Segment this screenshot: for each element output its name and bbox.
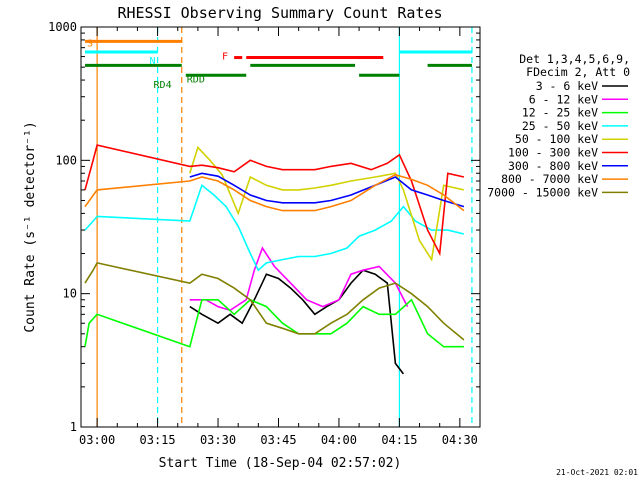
- date-stamp: 21-Oct-2021 02:01: [556, 468, 638, 477]
- legend-entry-3: 12 - 25 keV: [522, 106, 598, 120]
- x-tick-label: 04:00: [321, 433, 357, 447]
- series-line-4: [84, 183, 465, 272]
- y-tick-label: 10: [63, 287, 77, 301]
- y-tick-label: 1: [70, 420, 77, 434]
- flag-label-rdd: RDD: [187, 74, 205, 85]
- x-tick-label: 03:15: [140, 433, 176, 447]
- series-line-7: [189, 172, 465, 208]
- legend-entry-2: 6 - 12 keV: [529, 92, 598, 106]
- y-axis-label: Count Rate (s⁻¹ detector⁻¹): [23, 121, 38, 332]
- series-line-1: [189, 269, 405, 375]
- series-line-6: [84, 144, 465, 257]
- x-tick-label: 04:30: [442, 433, 478, 447]
- legend-entry-1: 3 - 6 keV: [536, 79, 598, 93]
- flag-label-n: N: [150, 56, 156, 67]
- legend-entry-5: 50 - 100 keV: [515, 132, 598, 146]
- x-tick-label: 03:00: [79, 433, 115, 447]
- legend-header-line: Det 1,3,4,5,6,9,: [519, 52, 630, 66]
- legend-header-line: FDecim 2, Att 0: [526, 65, 630, 79]
- plot-frame: [80, 26, 481, 428]
- x-axis-label: Start Time (18-Sep-04 02:57:02): [159, 456, 402, 471]
- legend-entry-6: 100 - 300 keV: [508, 146, 598, 160]
- series-line-8: [84, 173, 465, 212]
- x-tick-label: 03:30: [200, 433, 236, 447]
- x-tick-label: 03:45: [260, 433, 296, 447]
- chart-title: RHESSI Observing Summary Count Rates: [117, 4, 442, 22]
- legend-entry-4: 25 - 50 keV: [522, 119, 598, 133]
- legend-entry-7: 300 - 800 keV: [508, 159, 598, 173]
- series-line-5: [189, 145, 465, 262]
- y-tick-label: 100: [55, 153, 77, 167]
- series-line-3: [84, 298, 464, 348]
- flag-label-f: F: [222, 52, 228, 63]
- series-line-2: [189, 246, 409, 312]
- legend-entry-9: 7000 - 15000 keV: [487, 185, 598, 199]
- flag-label-rd4: RD4: [154, 80, 172, 91]
- y-tick-label: 1000: [48, 20, 77, 34]
- legend-entry-8: 800 - 7000 keV: [501, 172, 598, 186]
- flag-label-s: S: [87, 38, 93, 49]
- x-tick-label: 04:15: [381, 433, 417, 447]
- series-line-9: [84, 261, 465, 341]
